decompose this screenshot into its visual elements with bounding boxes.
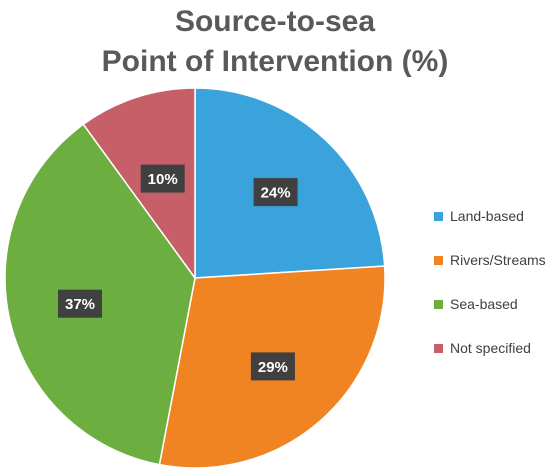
legend-item-rivers-streams: Rivers/Streams (434, 238, 550, 282)
data-label-box (140, 164, 185, 193)
chart-title-line-1: Source-to-sea (174, 5, 376, 38)
data-label-text: 24% (261, 185, 291, 202)
data-label-text: 37% (65, 296, 95, 313)
data-label-sea-based: 37% (58, 289, 102, 318)
legend-label: Not specified (450, 340, 531, 356)
pie-data-labels: 24% 29% 37% 10% (58, 164, 298, 381)
chart-title-line-2: Point of Intervention (%) (101, 45, 449, 78)
legend-swatch (434, 343, 443, 353)
data-label-box (253, 178, 298, 207)
data-label-box (58, 289, 102, 318)
data-label-rivers-streams: 29% (250, 352, 295, 381)
legend: Land-based Rivers/Streams Sea-based Not … (434, 194, 550, 370)
data-label-not-specified: 10% (140, 164, 185, 193)
data-label-box (250, 352, 295, 381)
chart-title: Source-to-sea Point of Intervention (%) (0, 2, 550, 82)
legend-item-not-specified: Not specified (434, 326, 550, 370)
pie-slice-not-specified (82, 87, 196, 281)
legend-label: Land-based (450, 208, 524, 224)
legend-item-land-based: Land-based (434, 194, 550, 238)
legend-label: Rivers/Streams (450, 252, 546, 268)
data-label-text: 10% (148, 171, 178, 188)
data-label-text: 29% (258, 359, 288, 376)
legend-item-sea-based: Sea-based (434, 282, 550, 326)
legend-swatch (434, 255, 443, 265)
legend-swatch (434, 211, 443, 221)
pie-slices (4, 87, 386, 469)
data-label-land-based: 24% (253, 178, 298, 207)
legend-label: Sea-based (450, 296, 518, 312)
legend-swatch (434, 299, 443, 309)
